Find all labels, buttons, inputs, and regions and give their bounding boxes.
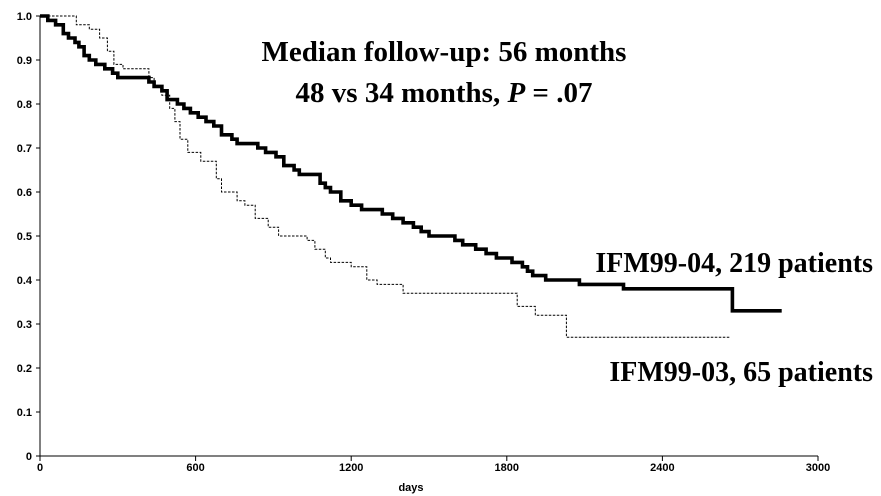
y-tick-label: 0.7 <box>17 143 32 155</box>
annotation-median-follow-up: Median follow-up: 56 months <box>262 36 627 68</box>
annotation-p-symbol: P <box>506 77 525 109</box>
y-tick-label: 0 <box>26 451 32 463</box>
y-axis-ticks: 0 0.1 0.2 0.3 0.4 0.5 0.6 0.7 0.8 0.9 1.0 <box>17 11 40 463</box>
x-axis-title: days <box>398 482 423 494</box>
y-tick-label: 0.3 <box>17 319 32 331</box>
annotation-p-value: = .07 <box>525 77 592 109</box>
series-layer <box>40 14 782 338</box>
x-tick-label: 1200 <box>339 462 363 474</box>
y-tick-label: 0.4 <box>17 275 33 287</box>
x-axis-ticks: 0 600 1200 1800 2400 3000 <box>37 456 830 474</box>
y-tick-label: 0.8 <box>17 99 32 111</box>
series-line-ifm99-04 <box>40 14 782 313</box>
x-tick-label: 2400 <box>650 462 674 474</box>
y-tick-label: 0.9 <box>17 55 32 67</box>
annotation-comparison-prefix: 48 vs 34 months, <box>296 77 508 109</box>
x-tick-label: 600 <box>186 462 204 474</box>
y-tick-label: 1.0 <box>17 11 32 23</box>
y-tick-label: 0.1 <box>17 407 32 419</box>
x-tick-label: 1800 <box>495 462 519 474</box>
annotation-median-comparison: 48 vs 34 months, P = .07 <box>296 77 593 109</box>
x-tick-label: 0 <box>37 462 43 474</box>
series-label-ifm99-03: IFM99-03, 65 patients <box>609 357 873 388</box>
y-tick-label: 0.6 <box>17 187 32 199</box>
y-tick-label: 0.5 <box>17 231 32 243</box>
y-tick-label: 0.2 <box>17 363 32 375</box>
series-label-ifm99-04: IFM99-04, 219 patients <box>595 248 873 279</box>
x-tick-label: 3000 <box>806 462 830 474</box>
series-line-ifm99-03 <box>40 15 730 338</box>
